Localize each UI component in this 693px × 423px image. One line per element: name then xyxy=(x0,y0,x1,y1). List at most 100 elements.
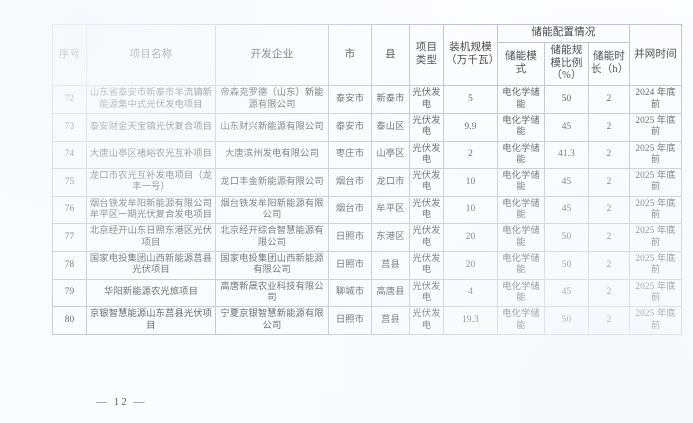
cell-grid-time: 2025 年底前 xyxy=(629,306,683,336)
cell-project-name: 国家电投集团山西新能源莒县光伏项目 xyxy=(86,251,216,280)
cell-grid-time: 2025 年底前 xyxy=(629,112,683,142)
header-grid-time: 并网时间 xyxy=(629,23,683,87)
cell-city: 泰安市 xyxy=(328,85,372,114)
cell-storage-ratio: 41.3 xyxy=(544,140,589,170)
header-developer: 开发企业 xyxy=(215,23,329,87)
cell-storage-ratio: 45 xyxy=(544,278,589,308)
cell-storage-ratio: 50 xyxy=(544,223,589,253)
cell-storage-mode: 电化学储能 xyxy=(497,223,545,253)
cell-storage-mode: 电化学储能 xyxy=(497,306,545,336)
cell-project-type: 光伏发电 xyxy=(409,278,444,308)
cell-developer: 龙口丰金新能源有限公司 xyxy=(215,168,329,197)
cell-developer: 北京经开综合智慧能源有限公司 xyxy=(215,223,329,253)
cell-project-type: 光伏发电 xyxy=(409,140,444,170)
cell-storage-mode: 电化学储能 xyxy=(497,140,545,170)
cell-project-type: 光伏发电 xyxy=(409,195,444,225)
cell-city: 日照市 xyxy=(328,306,372,336)
header-storage-ratio: 储能规模比例（%） xyxy=(544,41,589,87)
cell-seq: 78 xyxy=(52,251,87,280)
table-row: 77 北京经开山东日照东港区光伏项目 北京经开综合智慧能源有限公司 日照市 东港区 光伏发… xyxy=(52,223,683,253)
cell-developer: 国家电投集团山西新能源有限公司 xyxy=(215,251,329,280)
cell-seq: 80 xyxy=(52,306,87,336)
table-row: 80 京银智慧能源山东莒县光伏项目 宁夏京银智慧新能源有限公司 日照市 莒县 光伏发电 19… xyxy=(52,306,683,336)
cell-county: 牟平区 xyxy=(371,195,410,225)
cell-city: 日照市 xyxy=(328,223,372,253)
cell-city: 日照市 xyxy=(328,251,372,280)
cell-storage-ratio: 50 xyxy=(544,251,589,280)
cell-project-name: 泰安财金天宝镇光伏复合项目 xyxy=(86,112,216,142)
cell-project-name: 北京经开山东日照东港区光伏项目 xyxy=(86,223,216,253)
cell-grid-time: 2025 年底前 xyxy=(629,251,683,280)
header-project-name: 项目名称 xyxy=(86,23,216,87)
cell-developer: 高唐新晟农业科技有限公司 xyxy=(215,278,329,308)
cell-city: 枣庄市 xyxy=(328,140,372,170)
cell-storage-ratio: 45 xyxy=(544,168,589,197)
cell-capacity: 9.9 xyxy=(443,112,498,142)
cell-seq: 79 xyxy=(52,278,87,308)
cell-project-type: 光伏发电 xyxy=(409,306,444,336)
cell-seq: 75 xyxy=(52,168,87,197)
cell-storage-duration: 2 xyxy=(587,140,631,170)
cell-grid-time: 2024 年底前 xyxy=(629,85,683,114)
table-row: 78 国家电投集团山西新能源莒县光伏项目 国家电投集团山西新能源有限公司 日照市 莒县光… xyxy=(52,251,683,280)
cell-storage-mode: 电化学储能 xyxy=(497,85,545,114)
cell-county: 新泰市 xyxy=(371,85,410,114)
table-row: 73 泰安财金天宝镇光伏复合项目 山东财兴新能源有限公司 泰安市 泰山区 光伏发电 9.9 电… xyxy=(52,112,683,142)
cell-project-name: 大唐山亭区褚峪农光互补项目 xyxy=(86,140,216,170)
cell-county: 泰山区 xyxy=(371,112,410,142)
cell-grid-time: 2025 年底前 xyxy=(629,140,683,170)
cell-storage-ratio: 45 xyxy=(544,195,589,225)
cell-county: 山亭区 xyxy=(371,140,410,170)
table-row: 76 烟台铁发牟阳新能源有限公司牟平区一期光伏复合发电项目 烟台铁发牟阳新能源有限公… xyxy=(52,195,683,225)
cell-storage-ratio: 50 xyxy=(544,85,589,114)
cell-project-type: 光伏发电 xyxy=(409,251,444,280)
cell-seq: 73 xyxy=(52,112,87,142)
table-body: 72 山东省泰安市新泰市羊流镇新能源集中式光伏发电项目 帝森克罗德（山东）新能源有限… xyxy=(52,85,683,336)
cell-grid-time: 2025 年底前 xyxy=(629,278,683,308)
cell-project-name: 京银智慧能源山东莒县光伏项目 xyxy=(86,306,216,336)
table-row: 74 大唐山亭区褚峪农光互补项目 大唐滨州发电有限公司 枣庄市 山亭区 光伏发电 2 电化学储… xyxy=(52,140,683,170)
header-row-group: 序号 项目名称 开发企业 市 县 项目类型 装机规模（万千瓦） 储能配置情况 并… xyxy=(52,23,683,87)
cell-city: 泰安市 xyxy=(328,112,372,142)
cell-storage-mode: 电化学储能 xyxy=(497,251,545,280)
cell-storage-duration: 2 xyxy=(587,168,631,197)
cell-county: 莒县 xyxy=(371,306,410,336)
header-county: 县 xyxy=(371,23,410,87)
cell-capacity: 19.3 xyxy=(443,306,498,336)
cell-project-type: 光伏发电 xyxy=(409,168,444,197)
cell-city: 烟台市 xyxy=(328,168,372,197)
cell-grid-time: 2025 年底前 xyxy=(629,223,683,253)
cell-storage-mode: 电化学储能 xyxy=(497,278,545,308)
cell-project-type: 光伏发电 xyxy=(409,112,444,142)
cell-city: 烟台市 xyxy=(328,195,372,225)
cell-project-name: 龙口市农光互补发电项目（龙丰一号） xyxy=(86,168,216,197)
cell-storage-duration: 2 xyxy=(587,223,631,253)
cell-grid-time: 2025 年底前 xyxy=(629,168,683,197)
cell-storage-mode: 电化学储能 xyxy=(497,112,545,142)
header-city: 市 xyxy=(328,23,372,87)
table-header: 序号 项目名称 开发企业 市 县 项目类型 装机规模（万千瓦） 储能配置情况 并… xyxy=(52,23,683,87)
cell-county: 东港区 xyxy=(371,223,410,253)
cell-capacity: 2 xyxy=(443,140,498,170)
table-row: 75 龙口市农光互补发电项目（龙丰一号） 龙口丰金新能源有限公司 烟台市 龙口市 光伏发电… xyxy=(52,168,683,197)
cell-capacity: 10 xyxy=(443,195,498,225)
cell-seq: 72 xyxy=(52,85,87,114)
project-table-container: 序号 项目名称 开发企业 市 县 项目类型 装机规模（万千瓦） 储能配置情况 并… xyxy=(52,23,683,336)
cell-capacity: 4 xyxy=(443,278,498,308)
cell-developer: 大唐滨州发电有限公司 xyxy=(215,140,329,170)
cell-storage-ratio: 45 xyxy=(544,112,589,142)
cell-storage-mode: 电化学储能 xyxy=(497,195,545,225)
cell-storage-duration: 2 xyxy=(587,112,631,142)
project-list-table: 序号 项目名称 开发企业 市 县 项目类型 装机规模（万千瓦） 储能配置情况 并… xyxy=(52,23,683,336)
header-capacity: 装机规模（万千瓦） xyxy=(443,23,499,87)
cell-project-type: 光伏发电 xyxy=(409,85,444,114)
cell-seq: 76 xyxy=(52,195,87,225)
cell-seq: 77 xyxy=(52,223,87,253)
page-number: — 12 — xyxy=(96,396,147,408)
table-row: 79 华阳新能源农光旅项目 高唐新晟农业科技有限公司 聊城市 高唐县 光伏发电 4 电化学储能… xyxy=(52,278,683,308)
cell-project-name: 山东省泰安市新泰市羊流镇新能源集中式光伏发电项目 xyxy=(86,85,216,114)
cell-grid-time: 2025 年底前 xyxy=(629,195,683,225)
header-storage-group: 储能配置情况 xyxy=(496,24,631,43)
cell-county: 莒县 xyxy=(371,251,410,280)
